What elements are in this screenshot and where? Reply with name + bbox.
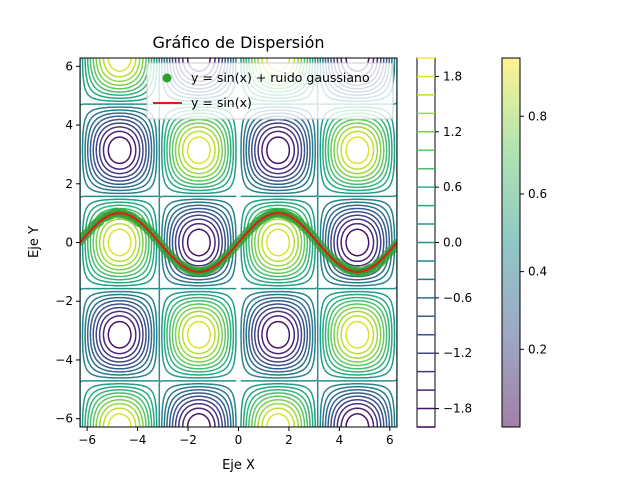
line-series — [80, 212, 397, 273]
y-tick-label: 0 — [65, 236, 73, 250]
x-tick-label: −4 — [129, 433, 147, 447]
scatter-colorbar-tick-label: 0.2 — [528, 342, 547, 356]
legend-box — [146, 62, 394, 120]
y-tick-label: −6 — [55, 412, 73, 426]
contour-colorbar-tick-label: 0.6 — [443, 180, 462, 194]
contour-colorbar-tick-label: 0.0 — [443, 236, 462, 250]
scatter-colorbar: 0.2 0.4 0.6 0.8 — [501, 57, 547, 428]
contour-colorbar: −1.8 −1.2 −0.6 0.0 0.6 1.2 1.8 — [416, 57, 472, 428]
contour-level-11 — [81, 58, 396, 427]
contour-lines — [80, 58, 397, 427]
contour-colorbar-tick-label: −0.6 — [443, 291, 472, 305]
sin-line — [80, 212, 397, 273]
x-tick-label: −2 — [179, 433, 197, 447]
contour-level-17 — [98, 58, 379, 427]
scatter-colorbar-tick-label: 0.6 — [528, 187, 547, 201]
contour-colorbar-levels — [417, 57, 435, 428]
legend-marker-scatter — [162, 73, 172, 83]
x-tick-label: 6 — [386, 433, 394, 447]
x-axis: −6 −4 −2 0 2 4 6 — [78, 427, 394, 447]
y-tick-label: 4 — [65, 118, 73, 132]
contour-colorbar-tick-label: 1.8 — [443, 69, 462, 83]
scatter-colorbar-ticks: 0.2 0.4 0.6 0.8 — [520, 109, 547, 356]
contour-colorbar-tick-label: 1.2 — [443, 125, 462, 139]
legend: y = sin(x) + ruido gaussiano y = sin(x) — [146, 62, 394, 120]
contour-level-14 — [89, 58, 388, 427]
x-tick-label: 2 — [285, 433, 293, 447]
y-tick-label: −4 — [55, 353, 73, 367]
x-tick-label: −6 — [78, 433, 96, 447]
scatter-colorbar-tick-label: 0.4 — [528, 265, 547, 279]
y-tick-label: 6 — [65, 59, 73, 73]
legend-label-line: y = sin(x) — [191, 95, 252, 110]
legend-label-scatter: y = sin(x) + ruido gaussiano — [191, 70, 370, 85]
chart-title: Gráfico de Dispersión — [152, 33, 324, 52]
contour-colorbar-ticks: −1.8 −1.2 −0.6 0.0 0.6 1.2 1.8 — [435, 69, 472, 416]
y-axis: −6 −4 −2 0 2 4 6 — [55, 59, 80, 426]
x-axis-label: Eje X — [222, 458, 255, 473]
plot-area: −6 −4 −2 0 2 4 6 −6 −4 −2 0 2 4 6 — [55, 57, 398, 447]
contour-colorbar-tick-label: −1.2 — [443, 346, 472, 360]
y-tick-label: −2 — [55, 294, 73, 308]
x-tick-label: 0 — [235, 433, 243, 447]
contour-colorbar-tick-label: −1.8 — [443, 402, 472, 416]
y-axis-label: Eje Y — [27, 226, 42, 258]
scatter-colorbar-tick-label: 0.8 — [528, 109, 547, 123]
scatter-colorbar-gradient — [501, 57, 521, 428]
x-tick-label: 4 — [336, 433, 344, 447]
y-tick-label: 2 — [65, 177, 73, 191]
